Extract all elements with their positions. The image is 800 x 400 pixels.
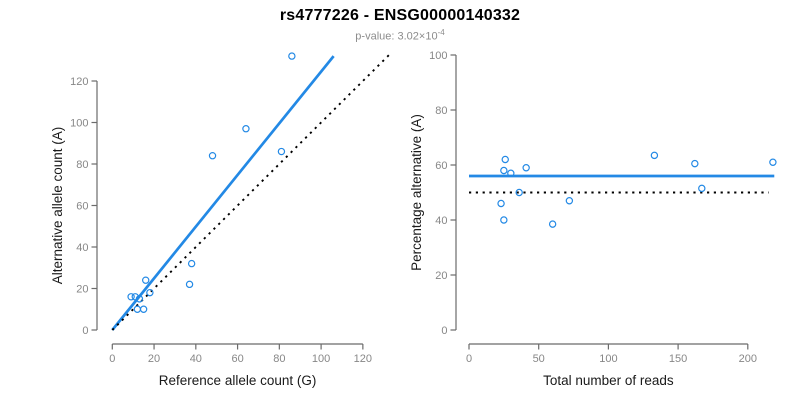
data-point	[139, 305, 148, 313]
y-axis-tick-label: 80	[76, 159, 88, 171]
data-point	[698, 184, 706, 193]
y-axis-tick-label: 60	[76, 200, 88, 212]
data-point	[500, 216, 508, 224]
fit-line	[111, 55, 335, 331]
y-axis-tick-label: 120	[70, 76, 88, 88]
y-axis-tick-label: 0	[441, 325, 447, 337]
data-point	[515, 188, 523, 197]
y-axis-tick-label: 40	[76, 242, 88, 254]
x-axis-tick-label: 200	[739, 353, 757, 365]
x-axis-tick-label: 40	[190, 353, 202, 365]
data-point	[127, 293, 135, 301]
x-axis-tick-label: 100	[312, 353, 330, 365]
identity-line	[111, 53, 391, 331]
data-point	[185, 280, 194, 289]
x-axis-tick-label: 120	[354, 353, 372, 365]
y-axis-tick-label: 100	[429, 50, 447, 62]
data-point	[500, 166, 508, 175]
x-axis-tick-label: 20	[148, 353, 160, 365]
x-axis-tick-label: 150	[669, 353, 687, 365]
x-axis-tick-label: 60	[231, 353, 243, 365]
y-axis-tick-label: 60	[435, 160, 447, 172]
data-point	[507, 169, 515, 177]
data-point	[565, 197, 574, 205]
x-axis-tick-label: 80	[273, 353, 285, 365]
x-axis-tick-label: 0	[466, 353, 472, 365]
y-axis-tick-label: 20	[76, 283, 88, 295]
data-point	[288, 52, 296, 60]
y-axis-tick-label: 80	[435, 105, 447, 117]
y-axis-title: Percentage alternative (A)	[409, 114, 424, 271]
data-point	[187, 259, 196, 268]
data-point	[650, 151, 659, 160]
y-axis-tick-label: 0	[82, 325, 88, 337]
y-axis-tick-label: 20	[435, 270, 447, 282]
x-axis-tick-label: 0	[109, 353, 115, 365]
data-point	[548, 220, 557, 228]
data-point	[769, 158, 777, 166]
data-point	[497, 199, 505, 208]
y-axis-title: Alternative allele count (A)	[50, 127, 65, 285]
x-axis-tick-label: 50	[533, 353, 545, 365]
x-axis-title: Reference allele count (G)	[159, 373, 317, 388]
x-axis-tick-label: 100	[599, 353, 617, 365]
data-point	[242, 125, 250, 133]
data-point	[135, 295, 144, 303]
data-point	[146, 288, 154, 297]
y-axis-tick-label: 40	[435, 215, 447, 227]
data-point	[277, 147, 286, 156]
right-scatter-panel: 0 20 40 60 80 100 0 50 100 150 200 Total number of …	[409, 50, 777, 388]
data-point	[133, 305, 142, 313]
x-axis-title: Total number of reads	[543, 373, 674, 388]
left-scatter-panel: 0 20 40 60 80 100 120 0 20 40 60 80 100 120 Reference …	[50, 52, 391, 388]
data-point	[142, 276, 150, 284]
data-point	[501, 155, 509, 164]
y-axis-tick-label: 100	[70, 117, 88, 129]
data-point	[522, 164, 530, 172]
data-point	[208, 151, 217, 160]
data-point	[691, 159, 699, 168]
data-point	[131, 293, 139, 301]
